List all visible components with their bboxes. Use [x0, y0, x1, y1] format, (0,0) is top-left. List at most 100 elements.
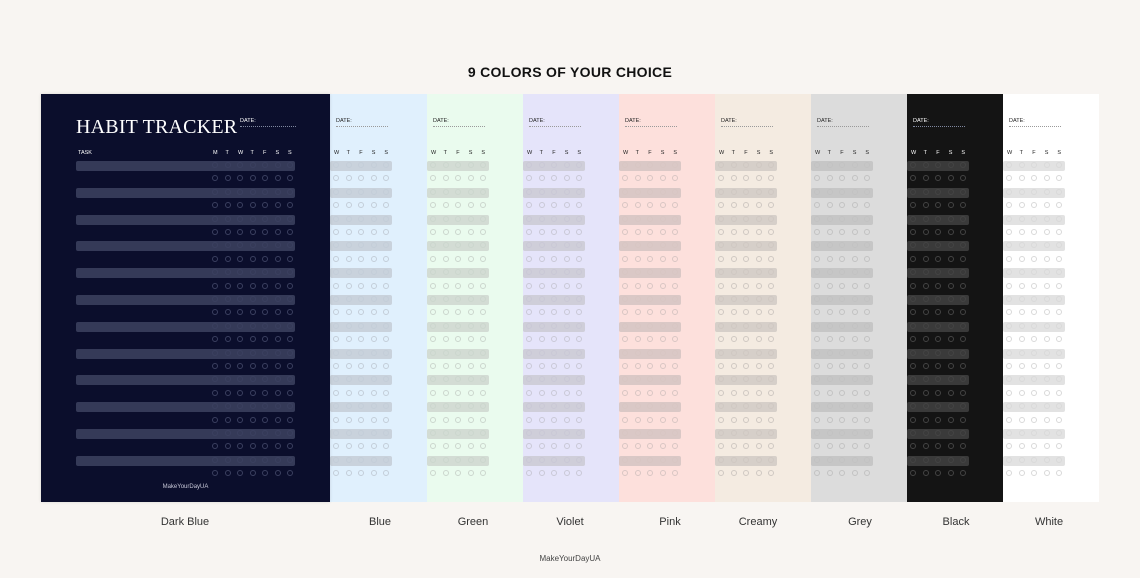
habit-check-circle	[743, 282, 750, 289]
habit-check-circle	[743, 229, 750, 235]
habit-check-circle	[826, 269, 833, 276]
habit-check-circle	[768, 416, 775, 423]
habit-check-circle	[212, 309, 218, 316]
habit-check-circle	[212, 336, 218, 343]
habit-check-circle	[622, 363, 628, 369]
habit-check-circle	[755, 162, 762, 168]
habit-check-circle	[935, 389, 942, 396]
habit-check-circle	[1006, 175, 1012, 182]
weekday-label: W	[1007, 150, 1013, 156]
habit-check-circle	[743, 363, 750, 369]
habit-check-circle	[1006, 255, 1012, 262]
date-label: DATE:	[913, 118, 929, 124]
habit-check-circle	[659, 215, 666, 222]
habit-check-circle	[1043, 269, 1050, 276]
habit-check-circle	[249, 430, 256, 436]
habit-check-circle	[935, 456, 942, 463]
habit-check-circle	[370, 336, 377, 343]
habit-check-circle	[814, 336, 820, 343]
habit-check-circle	[1043, 215, 1050, 222]
habit-check-circle	[922, 456, 929, 463]
habit-check-circle	[383, 443, 390, 450]
habit-check-circle	[910, 202, 916, 209]
habit-check-circle	[864, 389, 871, 396]
habit-check-circle	[358, 403, 365, 410]
habit-check-circle	[730, 389, 737, 396]
habit-check-circle	[768, 175, 775, 182]
habit-check-circle	[910, 443, 916, 450]
habit-check-circle	[1006, 470, 1012, 477]
habit-check-circle	[383, 296, 390, 302]
habit-check-circle	[922, 443, 929, 450]
habit-check-circle	[287, 296, 293, 302]
habit-check-circle	[224, 242, 231, 249]
habit-check-circle	[864, 269, 871, 276]
date-label: DATE:	[433, 118, 449, 124]
habit-check-circle	[287, 309, 293, 316]
habit-check-circle	[864, 215, 871, 222]
habit-check-circle	[622, 376, 628, 383]
habit-check-circle	[647, 443, 654, 450]
habit-check-circle	[622, 403, 628, 410]
habit-check-circle	[755, 430, 762, 436]
habit-check-circle	[1031, 242, 1038, 249]
habit-check-circle	[634, 389, 641, 396]
habit-check-circle	[672, 229, 679, 235]
habit-check-circle	[826, 296, 833, 302]
habit-check-circle	[755, 403, 762, 410]
habit-check-circle	[730, 215, 737, 222]
habit-check-circle	[249, 175, 256, 182]
habit-check-circle	[467, 269, 474, 276]
sheet-violet: DATE: W T F S S	[523, 94, 619, 502]
habit-check-circle	[237, 255, 243, 262]
habit-check-circle	[622, 269, 628, 276]
habit-check-circle	[480, 162, 487, 168]
habit-check-circle	[224, 389, 231, 396]
habit-check-circle	[430, 376, 436, 383]
habit-check-circle	[672, 336, 679, 343]
habit-check-circle	[1043, 242, 1050, 249]
habit-check-circle	[538, 255, 545, 262]
habit-check-circle	[1031, 443, 1038, 450]
date-line	[1009, 126, 1061, 127]
weekday-label: W	[623, 150, 629, 156]
habit-check-circle	[442, 269, 449, 276]
habit-check-circle	[287, 376, 293, 383]
habit-check-circle	[826, 322, 833, 329]
habit-check-circle	[249, 363, 256, 369]
habit-check-circle	[455, 309, 462, 316]
habit-check-circle	[383, 242, 390, 249]
habit-check-circle	[935, 175, 942, 182]
habit-check-circle	[960, 322, 967, 329]
weekday-label: F	[936, 150, 940, 156]
habit-check-circle	[237, 215, 243, 222]
habit-check-circle	[743, 416, 750, 423]
habit-check-circle	[576, 202, 583, 209]
habit-check-circle	[864, 296, 871, 302]
habit-check-circle	[563, 215, 570, 222]
habit-check-circle	[274, 389, 281, 396]
habit-check-circle	[1018, 416, 1025, 423]
habit-check-circle	[551, 296, 558, 302]
habit-check-circle	[538, 363, 545, 369]
habit-check-circle	[922, 416, 929, 423]
habit-check-circle	[960, 363, 967, 369]
habit-check-circle	[1056, 376, 1063, 383]
habit-check-circle	[672, 456, 679, 463]
habit-check-circle	[864, 322, 871, 329]
habit-check-circle	[768, 349, 775, 356]
habit-check-circle	[768, 255, 775, 262]
habit-check-circle	[467, 162, 474, 168]
habit-check-circle	[370, 430, 377, 436]
habit-check-circle	[947, 430, 954, 436]
habit-check-circle	[851, 403, 858, 410]
habit-check-circle	[345, 416, 352, 423]
habit-check-circle	[212, 162, 218, 168]
habit-check-circle	[814, 403, 820, 410]
habit-check-circle	[839, 349, 846, 356]
habit-check-circle	[634, 309, 641, 316]
weekday-label: F	[840, 150, 844, 156]
habit-check-circle	[922, 309, 929, 316]
habit-check-circle	[672, 443, 679, 450]
habit-check-circle	[947, 255, 954, 262]
